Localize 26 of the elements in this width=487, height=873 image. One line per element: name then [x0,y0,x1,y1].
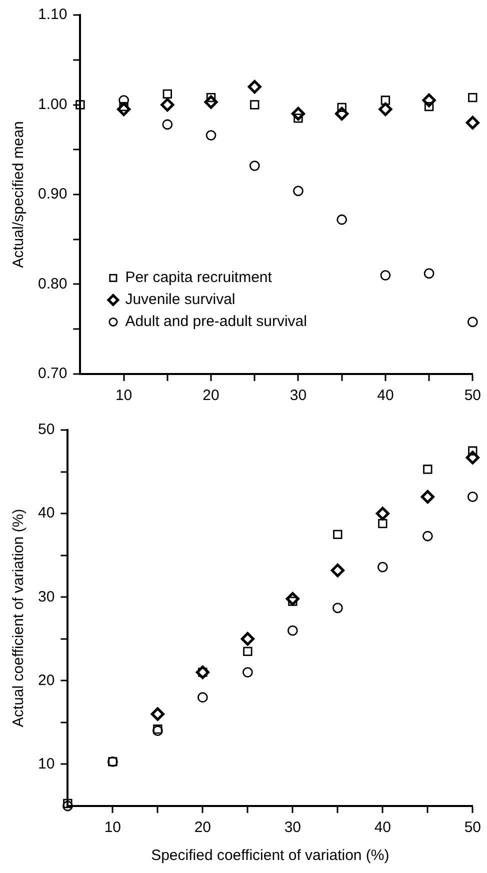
legend-label: Per capita recruitment [125,269,273,286]
y-tick-label: 50 [38,421,55,438]
y-axis-title: Actual coefficient of variation (%) [10,508,28,728]
x-tick-label: 50 [464,819,481,836]
x-tick-label: 50 [464,387,481,404]
x-tick-label: 30 [290,387,307,404]
y-axis-title: Actual/specified mean [10,121,28,268]
x-tick-label: 40 [377,387,394,404]
x-tick-label: 20 [194,819,212,836]
x-tick-label: 10 [115,387,132,404]
x-tick-label: 40 [374,819,392,836]
x-tick-label: 20 [202,387,220,404]
y-tick-label: 0.90 [38,186,68,203]
y-tick-label: 40 [38,504,55,522]
x-tick-label: 10 [104,819,122,836]
y-tick-label: 1.00 [38,96,68,113]
legend-label: Adult and pre-adult survival [125,313,307,330]
y-tick-label: 1.10 [38,6,68,24]
y-tick-label: 10 [38,755,55,772]
y-tick-label: 30 [38,588,55,606]
legend-label: Juvenile survival [125,291,236,308]
y-tick-label: 0.80 [38,275,68,292]
x-axis-title: Specified coefficient of variation (%) [151,847,390,864]
y-tick-label: 20 [38,672,55,689]
y-tick-label: 0.70 [38,365,68,382]
x-tick-label: 30 [284,819,302,836]
